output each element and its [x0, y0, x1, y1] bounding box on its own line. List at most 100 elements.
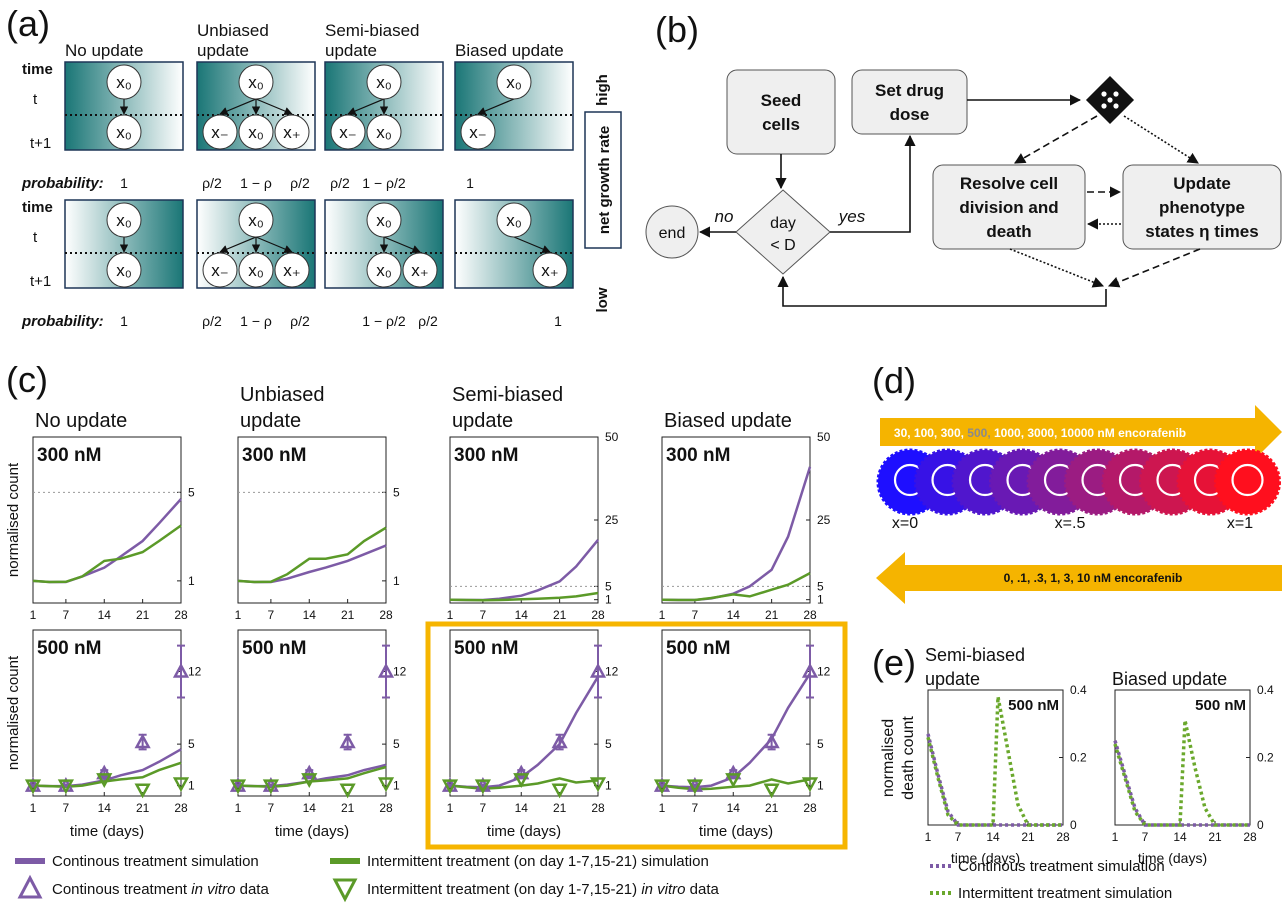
- state-label: x₀: [506, 211, 522, 230]
- probability: ρ/2: [290, 313, 310, 329]
- x-axis-label: time (days): [70, 823, 144, 840]
- flow-box: [852, 70, 967, 134]
- probability: 1 − ρ: [240, 175, 272, 191]
- x-tick-label: 7: [955, 830, 962, 844]
- x-tick-label: 28: [379, 801, 393, 815]
- x-tick-label: 28: [379, 608, 393, 622]
- row-label: time: [22, 61, 53, 78]
- dose-label: 500 nM: [1195, 697, 1246, 714]
- y-tick-label: 0: [1257, 818, 1264, 832]
- dose-label: 300 nM: [242, 445, 306, 466]
- x-axis-label: time (days): [275, 823, 349, 840]
- legend-label: Continous treatment in vitro data: [52, 881, 269, 898]
- cell: [1216, 450, 1280, 514]
- edge-label: no: [715, 207, 734, 226]
- x-tick-label: 1: [925, 830, 932, 844]
- x-tick-label: 14: [303, 608, 317, 622]
- state-label: x=.5: [1055, 515, 1086, 532]
- x-tick-label: 21: [765, 608, 779, 622]
- x-tick-label: 28: [591, 608, 605, 622]
- state-label: x₀: [248, 261, 264, 280]
- chart-title: update: [925, 669, 980, 689]
- dose-label: 500 nM: [242, 638, 306, 659]
- x-tick-label: 28: [1056, 830, 1070, 844]
- flow-box: [727, 70, 835, 154]
- y-tick-label: 0: [1070, 818, 1077, 832]
- flow-box-label: states η times: [1145, 222, 1258, 241]
- column-header: No update: [35, 410, 127, 432]
- x-tick-label: 14: [727, 608, 741, 622]
- legend-text: data: [235, 881, 269, 898]
- x-tick-label: 7: [63, 801, 70, 815]
- legend-text: Continous treatment simulation: [52, 853, 259, 870]
- legend-text: in vitro: [641, 881, 685, 898]
- state-label: x=0: [892, 515, 918, 532]
- row-label: t: [33, 91, 38, 108]
- x-tick-label: 14: [515, 608, 529, 622]
- row-label: probability:: [21, 175, 104, 192]
- flow-box-label: cells: [762, 115, 800, 134]
- x-tick-label: 14: [98, 608, 112, 622]
- x-tick-label: 7: [268, 608, 275, 622]
- dice-dot: [1113, 103, 1118, 108]
- y-axis-label: death count: [900, 716, 917, 800]
- y-axis-label: normalised: [880, 719, 897, 797]
- y-tick-label: 1: [605, 779, 612, 793]
- y-tick-label: 12: [393, 665, 407, 679]
- state-label: x₀: [376, 211, 392, 230]
- y-tick-label: 0.2: [1070, 751, 1087, 765]
- probability: ρ/2: [330, 175, 350, 191]
- x-tick-label: 14: [986, 830, 1000, 844]
- x-tick-label: 7: [1142, 830, 1149, 844]
- x-tick-label: 28: [591, 801, 605, 815]
- y-tick-label: 5: [188, 485, 195, 499]
- flow-box-label: division and: [959, 198, 1058, 217]
- x-tick-label: 28: [174, 608, 188, 622]
- x-tick-label: 1: [659, 801, 666, 815]
- panel-label: (c): [6, 359, 48, 400]
- y-tick-label: 5: [817, 579, 824, 593]
- panel-label: (d): [872, 360, 916, 401]
- legend-swatch: [335, 880, 355, 899]
- y-tick-label: 12: [188, 665, 202, 679]
- state-label: x₀: [506, 73, 522, 92]
- legend-text: data: [686, 881, 720, 898]
- y-tick-label: 5: [393, 737, 400, 751]
- probability: ρ/2: [290, 175, 310, 191]
- arrow-label: 30, 100, 300, 500, 1000, 3000, 10000 nM …: [894, 426, 1186, 440]
- x-axis-label: time (days): [487, 823, 561, 840]
- x-tick-label: 21: [1208, 830, 1222, 844]
- y-tick-label: 5: [817, 737, 824, 751]
- dice-dot: [1113, 91, 1118, 96]
- y-tick-label: 25: [605, 513, 619, 527]
- state-label: x₋: [211, 123, 228, 142]
- x-tick-label: 7: [480, 608, 487, 622]
- probability: ρ/2: [202, 175, 222, 191]
- flow-box-label: death: [986, 222, 1031, 241]
- dose-label: 500 nM: [37, 638, 101, 659]
- state-label: x=1: [1227, 515, 1253, 532]
- y-tick-label: 12: [817, 665, 831, 679]
- row-label: t+1: [30, 273, 51, 290]
- legend-label: Continous treatment simulation: [52, 853, 259, 870]
- edge-label: yes: [838, 207, 866, 226]
- y-tick-label: 1: [605, 593, 612, 607]
- connector: [1010, 249, 1103, 286]
- flow-box-label: Seed: [761, 91, 802, 110]
- state-label: x₀: [248, 123, 264, 142]
- arrow-text: 30, 100, 300,: [894, 426, 967, 440]
- state-label: x₀: [116, 123, 132, 142]
- legend-text: Intermittent treatment (on day 1-7,15-21…: [367, 853, 709, 870]
- y-tick-label: 5: [605, 579, 612, 593]
- dice-dot: [1107, 97, 1112, 102]
- y-tick-label: 50: [817, 430, 831, 444]
- y-tick-label: 12: [605, 665, 619, 679]
- state-label: x₊: [283, 261, 300, 280]
- x-tick-label: 1: [30, 608, 37, 622]
- dose-label: 500 nM: [454, 638, 518, 659]
- state-label: x₀: [376, 123, 392, 142]
- state-label: x₀: [116, 211, 132, 230]
- x-tick-label: 21: [136, 608, 150, 622]
- x-tick-label: 21: [136, 801, 150, 815]
- state-label: x₊: [411, 261, 428, 280]
